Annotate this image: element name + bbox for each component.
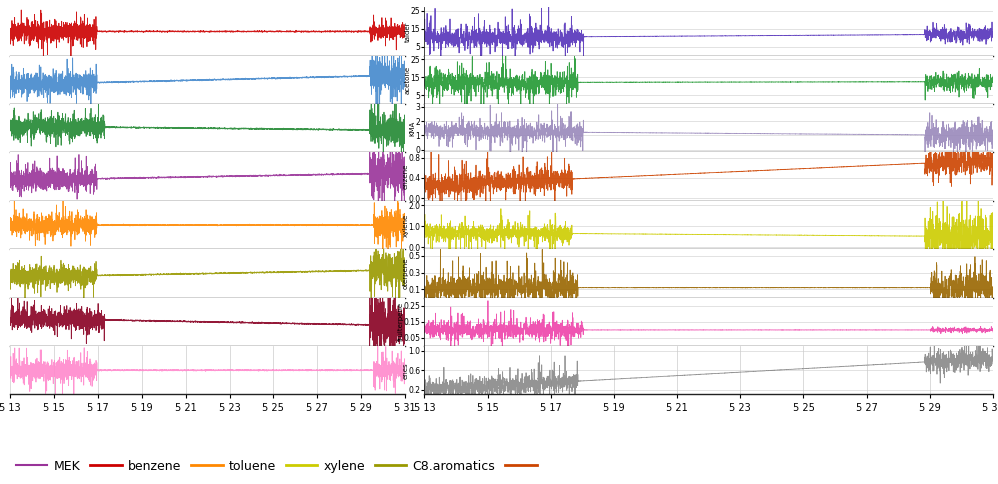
Legend: MEK, benzene, toluene, xylene, C8.aromatics, : MEK, benzene, toluene, xylene, C8.aromat…: [11, 455, 548, 478]
Y-axis label: acetone: acetone: [405, 66, 411, 94]
Y-axis label: talder: talder: [405, 21, 411, 42]
Y-axis label: enes: enes: [402, 362, 408, 378]
Y-axis label: enzene: enzene: [402, 164, 408, 189]
Y-axis label: xylene: xylene: [402, 213, 408, 237]
Y-axis label: oterpene: oterpene: [402, 257, 408, 289]
Y-axis label: KMA: KMA: [409, 121, 415, 136]
Y-axis label: fruiterpene: fruiterpene: [397, 302, 403, 341]
